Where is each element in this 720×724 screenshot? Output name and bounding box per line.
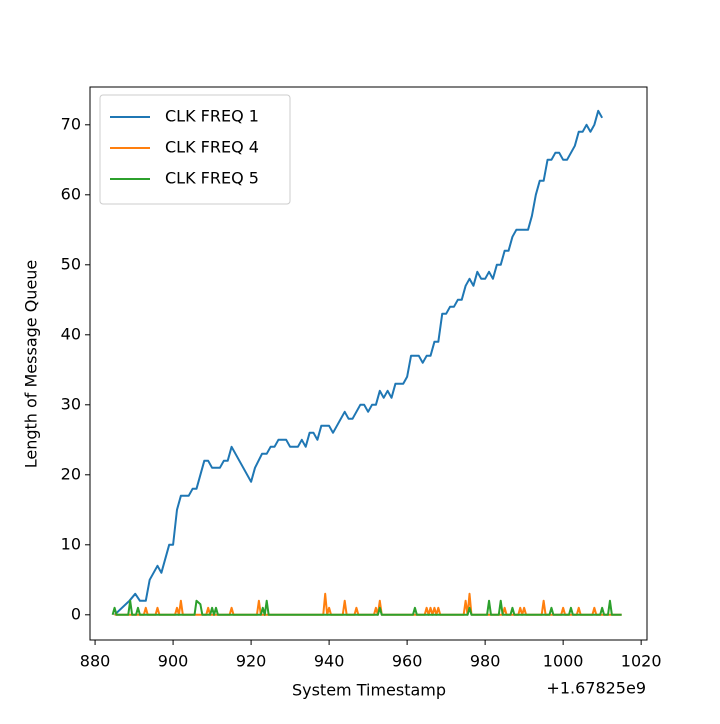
legend: CLK FREQ 1 CLK FREQ 4 CLK FREQ 5 (99, 94, 291, 205)
y-tick-label: 60 (61, 184, 81, 203)
x-tick-label: 880 (80, 652, 111, 671)
x-axis-label: System Timestamp (292, 681, 446, 700)
plot-frame (89, 86, 648, 641)
y-tick-label: 30 (61, 394, 81, 413)
x-tick-label: 1020 (621, 652, 662, 671)
data-line (113, 109, 604, 616)
legend-label: CLK FREQ 5 (165, 169, 259, 188)
x-tick-label: 940 (314, 652, 345, 671)
x-tick-label: 900 (158, 652, 189, 671)
legend-box (99, 94, 291, 205)
legend-label: CLK FREQ 4 (165, 138, 259, 157)
x-tick-label: 960 (392, 652, 423, 671)
x-tick-label: 980 (470, 652, 501, 671)
y-tick-label: 10 (61, 534, 81, 553)
data-line (111, 599, 622, 616)
x-offset-text: +1.67825e9 (546, 679, 646, 698)
y-tick-label: 0 (71, 604, 81, 623)
y-tick-label: 20 (61, 464, 81, 483)
x-tick-label: 920 (236, 652, 267, 671)
y-tick-label: 40 (61, 324, 81, 343)
legend-label: CLK FREQ 1 (165, 107, 259, 126)
x-tick-label: 1000 (543, 652, 584, 671)
y-tick-label: 50 (61, 254, 81, 273)
y-tick-label: 70 (61, 114, 81, 133)
y-axis-label: Length of Message Queue (22, 260, 41, 469)
